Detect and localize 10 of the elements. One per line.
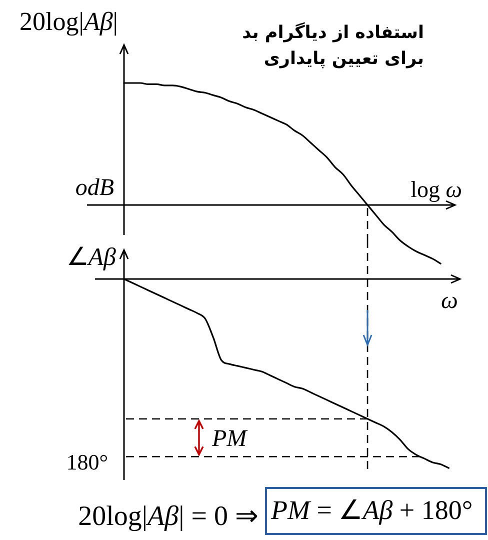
y-axis-title: ∠Aβ [66,244,116,271]
x-axis-title: log ω [410,177,462,202]
annotation: PM = ∠Aβ + 180° [265,487,487,535]
annotation: odB [75,175,114,201]
annotation: PM [212,426,247,452]
annotation: 20log|Aβ| = 0 ⇒ [78,501,258,532]
x-axis-title: ω [441,288,458,314]
title: استفاده از دیاگرام بد برای تعیین پایداری [241,21,424,71]
y-axis-title: 20log|Aβ| [19,7,118,36]
annotation: 180° [66,450,108,475]
